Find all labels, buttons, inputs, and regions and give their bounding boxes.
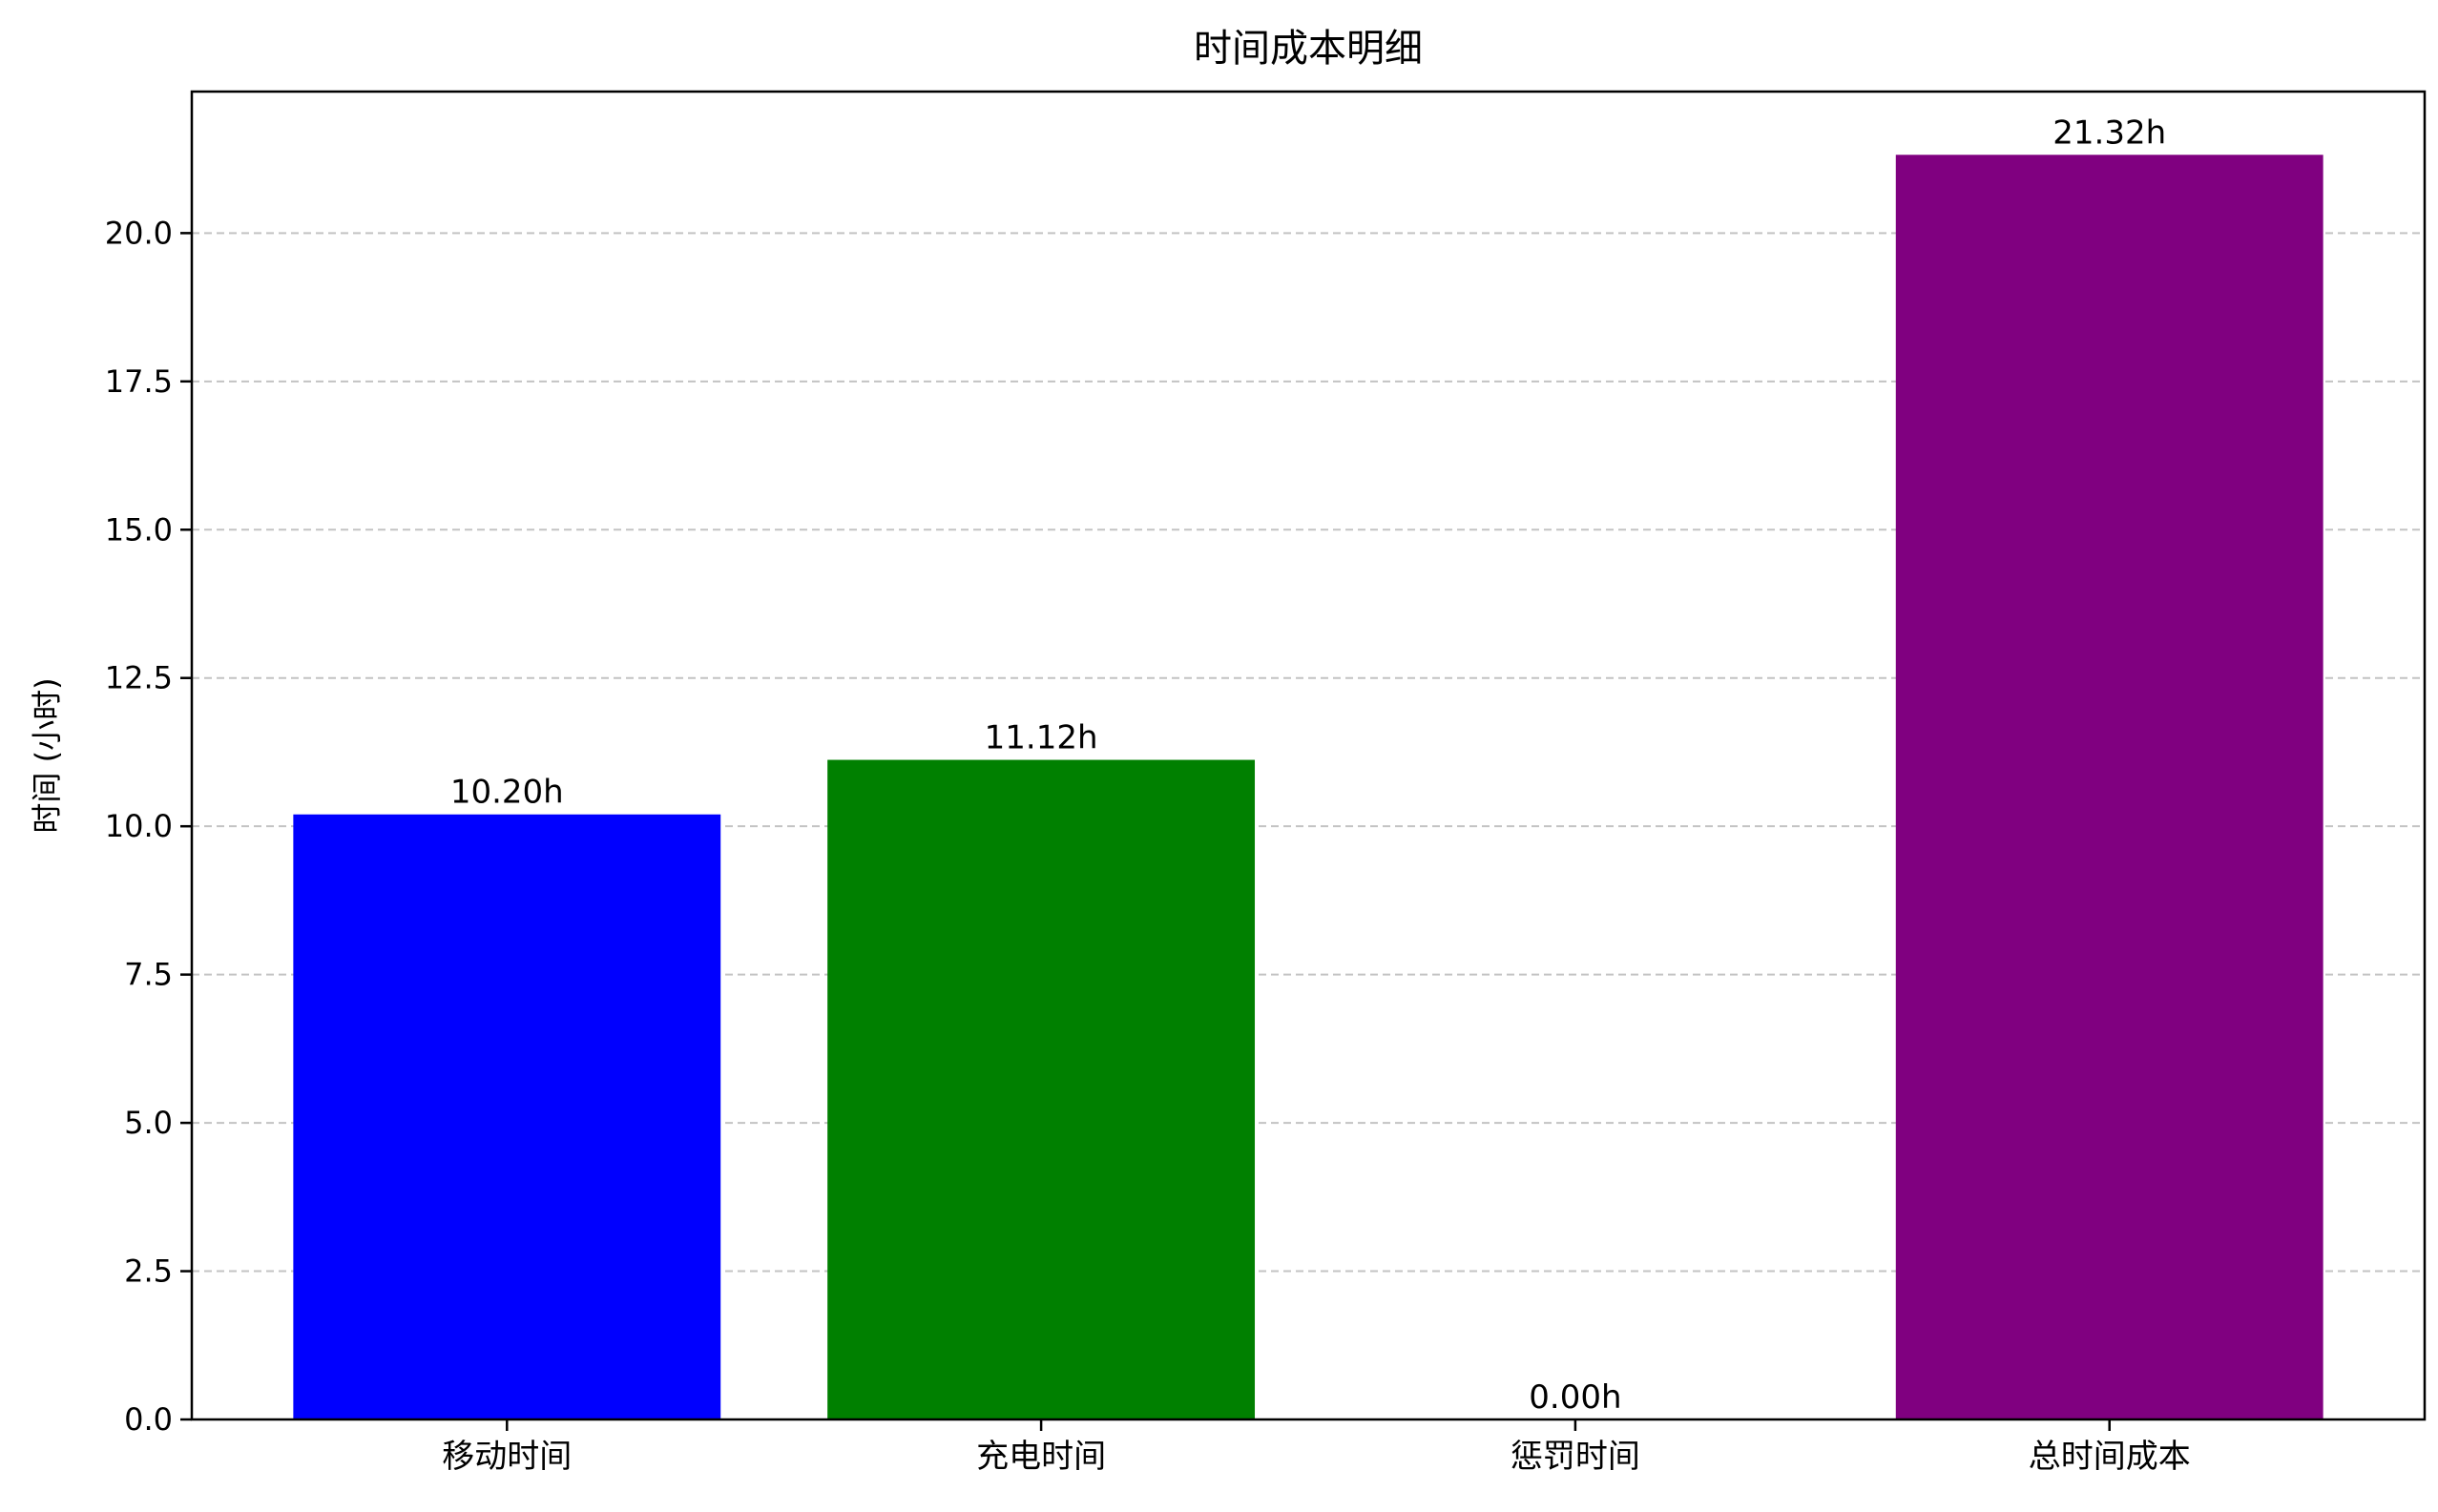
x-tick-label: 总时间成本	[2029, 1438, 2191, 1476]
x-axis: 移动时间 充电时间 惩罚时间 总时间成本	[442, 1419, 2191, 1476]
bar-value-label: 10.20h	[450, 774, 564, 812]
y-tick-label: 10.0	[105, 808, 173, 844]
bars	[293, 155, 2323, 1419]
y-tick-label: 0.0	[124, 1401, 173, 1438]
bar-value-label: 21.32h	[2053, 114, 2166, 152]
y-axis-label: 时间 (小时)	[29, 677, 65, 833]
y-tick-label: 7.5	[124, 957, 173, 993]
plot-area-frame	[190, 90, 2427, 1421]
bar	[293, 814, 721, 1419]
y-tick-label: 15.0	[105, 511, 173, 548]
bar-value-label: 11.12h	[985, 719, 1098, 757]
y-tick-label: 2.5	[124, 1253, 173, 1290]
bar	[827, 759, 1256, 1419]
y-tick-label: 12.5	[105, 660, 173, 696]
y-tick-label: 20.0	[105, 215, 173, 251]
bar	[1895, 155, 2323, 1419]
y-axis: 0.0 2.5 5.0 7.5 10.0 12.5 15.0 17.5 20.0	[105, 215, 192, 1438]
y-tick-label: 5.0	[124, 1105, 173, 1141]
x-tick-label: 充电时间	[976, 1438, 1106, 1476]
chart-title: 时间成本明细	[1194, 27, 1423, 71]
x-tick-label: 惩罚时间	[1511, 1438, 1640, 1476]
bar-value-labels: 10.20h 11.12h 0.00h 21.32h	[450, 114, 2166, 1417]
x-tick-label: 移动时间	[442, 1438, 572, 1476]
bar-value-label: 0.00h	[1529, 1378, 1621, 1417]
y-tick-label: 17.5	[105, 363, 173, 400]
